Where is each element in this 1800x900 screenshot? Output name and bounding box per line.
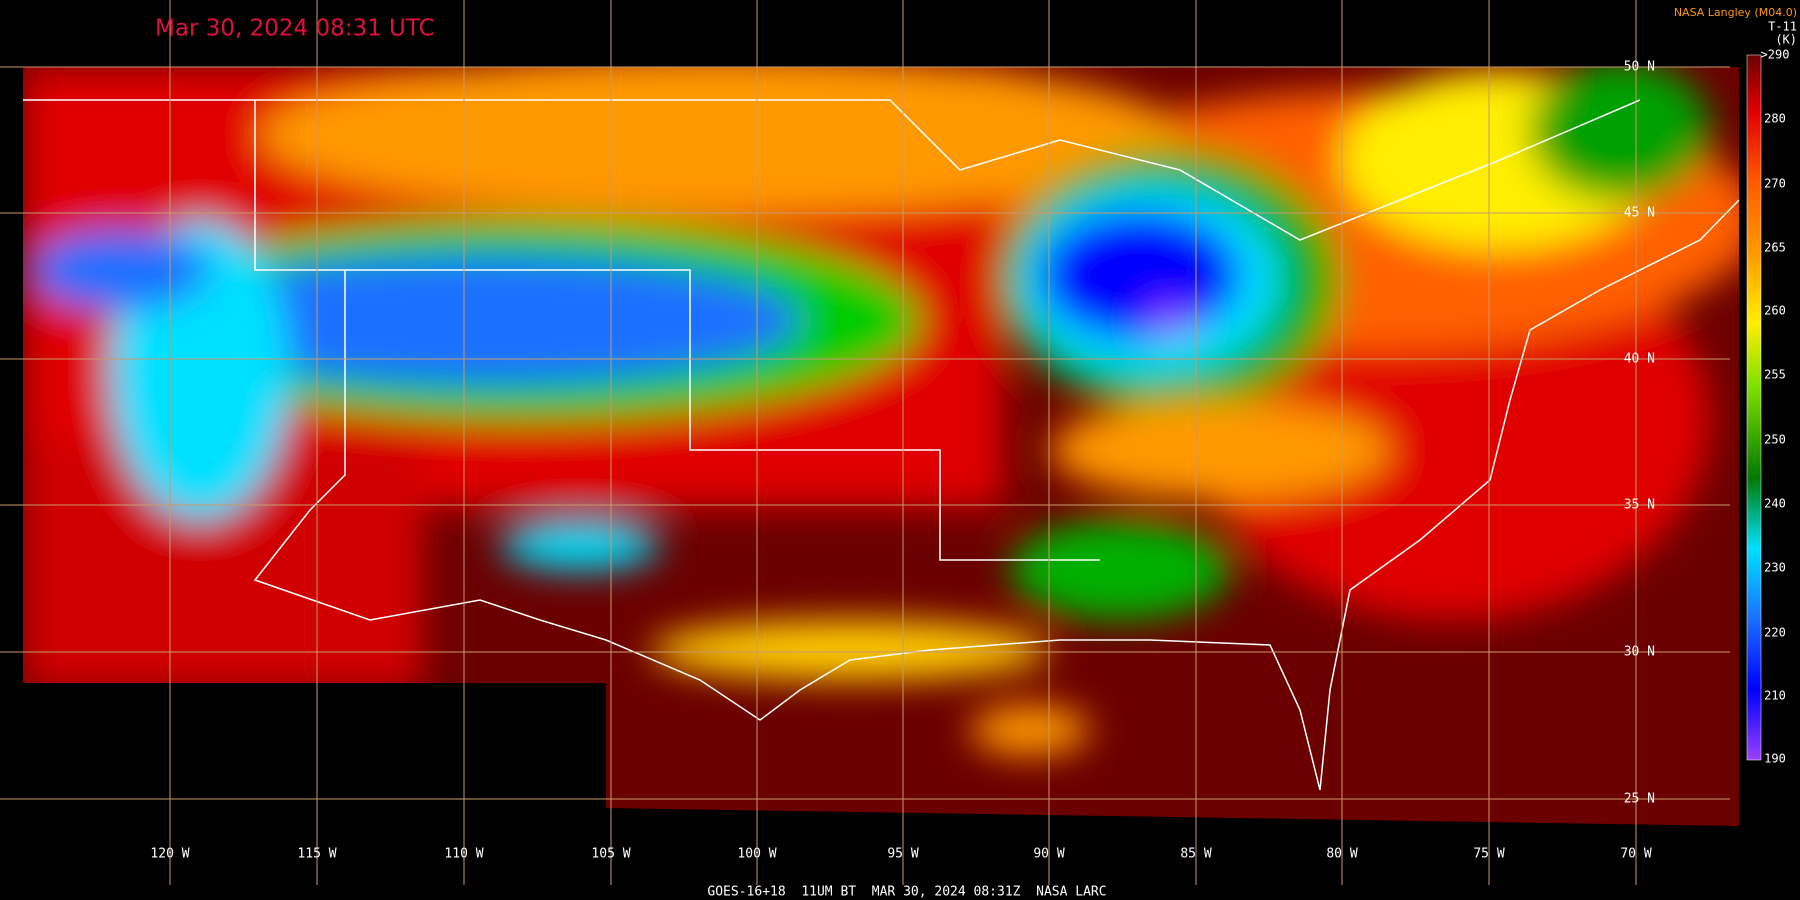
colorbar: [1746, 54, 1762, 761]
colorbar-label: 250: [1764, 433, 1786, 447]
longitude-label: 75 W: [1473, 847, 1504, 862]
borders: [23, 99, 1740, 791]
colorbar-label: 255: [1764, 368, 1786, 382]
latitude-label: 45 N: [1624, 206, 1655, 221]
longitude-label: 95 W: [887, 847, 918, 862]
border-line: [1319, 199, 1740, 791]
longitude-label: 90 W: [1033, 847, 1064, 862]
border-line: [255, 99, 1641, 241]
colorbar-label: 270: [1764, 177, 1786, 191]
latitude-label: 35 N: [1624, 498, 1655, 513]
colorbar-label: 220: [1764, 626, 1786, 640]
border-line: [23, 99, 1321, 791]
latitude-label: 40 N: [1624, 352, 1655, 367]
longitude-label: 120 W: [150, 847, 189, 862]
colorbar-channel: T-11: [1768, 20, 1797, 34]
credit: NASA Langley (M04.0): [1674, 6, 1797, 19]
colorbar-label: 260: [1764, 304, 1786, 318]
colorbar-label: 240: [1764, 497, 1786, 511]
timestamp-title: Mar 30, 2024 08:31 UTC: [155, 16, 435, 42]
latitude-label: 25 N: [1624, 792, 1655, 807]
latitude-label: 30 N: [1624, 645, 1655, 660]
colorbar-unit: (K): [1775, 33, 1797, 47]
colorbar-label: 280: [1764, 112, 1786, 126]
colorbar-label: 190: [1764, 752, 1786, 766]
border-line: [345, 269, 1100, 561]
latitude-label: 50 N: [1624, 60, 1655, 75]
colorbar-label: 265: [1764, 241, 1786, 255]
longitude-label: 80 W: [1326, 847, 1357, 862]
longitude-label: 110 W: [444, 847, 483, 862]
longitude-label: 70 W: [1620, 847, 1651, 862]
colorbar-label: 210: [1764, 689, 1786, 703]
longitude-label: 105 W: [591, 847, 630, 862]
colorbar-label: >290: [1761, 48, 1790, 62]
longitude-label: 100 W: [737, 847, 776, 862]
footer: GOES-16+18 11UM BT MAR 30, 2024 08:31Z N…: [707, 885, 1106, 900]
colorbar-label: 230: [1764, 561, 1786, 575]
longitude-label: 115 W: [297, 847, 336, 862]
longitude-label: 85 W: [1180, 847, 1211, 862]
graticule: [0, 0, 1730, 885]
